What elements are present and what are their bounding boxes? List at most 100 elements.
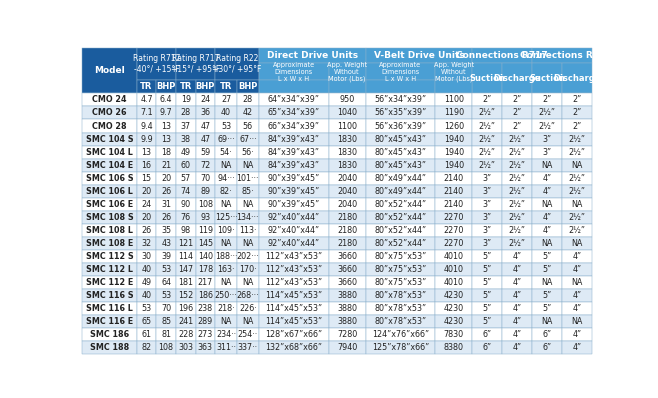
Bar [176,341,195,354]
Text: 289: 289 [198,317,213,326]
Text: 3660: 3660 [337,265,357,274]
Text: 4”: 4” [572,330,582,339]
Text: 113·: 113· [239,226,257,235]
Text: NA: NA [242,317,253,326]
Text: 38: 38 [181,135,191,144]
Bar [328,94,366,106]
Bar [366,185,436,198]
Bar [237,328,259,341]
Bar [436,185,472,198]
Text: 40: 40 [141,265,151,274]
Text: 89: 89 [200,187,211,196]
Bar [137,106,157,119]
Text: 80”x49”x44”: 80”x49”x44” [374,174,426,183]
Text: Rating R717
-40°/ +15°F: Rating R717 -40°/ +15°F [133,55,180,74]
Bar [259,263,328,276]
Text: 134···: 134··· [237,213,259,222]
Text: 5”: 5” [483,252,492,261]
Text: 1830: 1830 [337,161,357,170]
Text: 112”x43”x53”: 112”x43”x53” [265,252,322,261]
Text: 9.4: 9.4 [140,121,153,131]
Bar [562,224,592,237]
Bar [195,211,215,224]
Text: 60: 60 [181,161,191,170]
Text: 56·: 56· [241,148,254,156]
Text: 80”x52”x44”: 80”x52”x44” [374,226,426,235]
Bar [472,289,502,302]
Text: 70: 70 [200,174,211,183]
Text: 6”: 6” [483,330,492,339]
Bar [366,159,436,172]
Text: NA: NA [572,278,583,287]
Text: 56”x35”x39”: 56”x35”x39” [374,109,426,117]
Text: Direct Drive Units: Direct Drive Units [266,51,358,60]
Bar [215,48,259,80]
Text: SMC 112 S: SMC 112 S [86,252,134,261]
Bar [215,133,237,146]
Bar [237,80,259,94]
Bar [215,80,237,94]
Text: 108: 108 [159,343,174,352]
Bar [82,276,137,289]
Bar [237,341,259,354]
Text: 3”: 3” [483,226,492,235]
Bar [562,315,592,328]
Bar [562,289,592,302]
Text: 2½”: 2½” [509,148,526,156]
Bar [436,63,472,80]
Bar [137,133,157,146]
Bar [215,185,237,198]
Text: 2½”: 2½” [569,226,586,235]
Bar [237,119,259,133]
Bar [237,315,259,328]
Bar [259,198,328,211]
Text: 2½”: 2½” [509,135,526,144]
Bar [195,276,215,289]
Bar [137,146,157,159]
Bar [259,48,366,63]
Bar [328,315,366,328]
Text: 238: 238 [198,304,213,313]
Text: 56: 56 [243,121,253,131]
Text: SMC 112 E: SMC 112 E [86,278,133,287]
Text: 2180: 2180 [337,213,357,222]
Bar [137,237,157,250]
Text: 6.4: 6.4 [160,96,172,104]
Bar [137,289,157,302]
Text: SMC 108 E: SMC 108 E [86,239,133,248]
Text: 226·: 226· [239,304,257,313]
Text: 3”: 3” [543,135,552,144]
Text: 2½”: 2½” [509,200,526,209]
Text: SMC 106 S: SMC 106 S [86,174,134,183]
Text: 5”: 5” [543,304,552,313]
Text: 69···: 69··· [217,135,235,144]
Bar [237,94,259,106]
Text: 4”: 4” [572,265,582,274]
Text: 1100: 1100 [443,96,464,104]
Bar [237,263,259,276]
Bar [328,341,366,354]
Text: 53: 53 [221,121,231,131]
Text: 53: 53 [161,265,171,274]
Bar [157,250,176,263]
Text: 241: 241 [178,317,193,326]
Text: Model: Model [94,66,125,75]
Bar [215,263,237,276]
Bar [436,328,472,341]
Text: SMC 108 L: SMC 108 L [86,226,133,235]
Text: 32: 32 [141,239,151,248]
Bar [366,106,436,119]
Text: 8380: 8380 [443,343,464,352]
Bar [532,198,562,211]
Bar [259,341,328,354]
Bar [562,328,592,341]
Text: 4010: 4010 [443,252,464,261]
Bar [176,172,195,185]
Text: 66”x34”x39”: 66”x34”x39” [268,121,320,131]
Bar [237,224,259,237]
Bar [137,119,157,133]
Bar [195,185,215,198]
Bar [82,328,137,341]
Bar [532,341,562,354]
Bar [195,315,215,328]
